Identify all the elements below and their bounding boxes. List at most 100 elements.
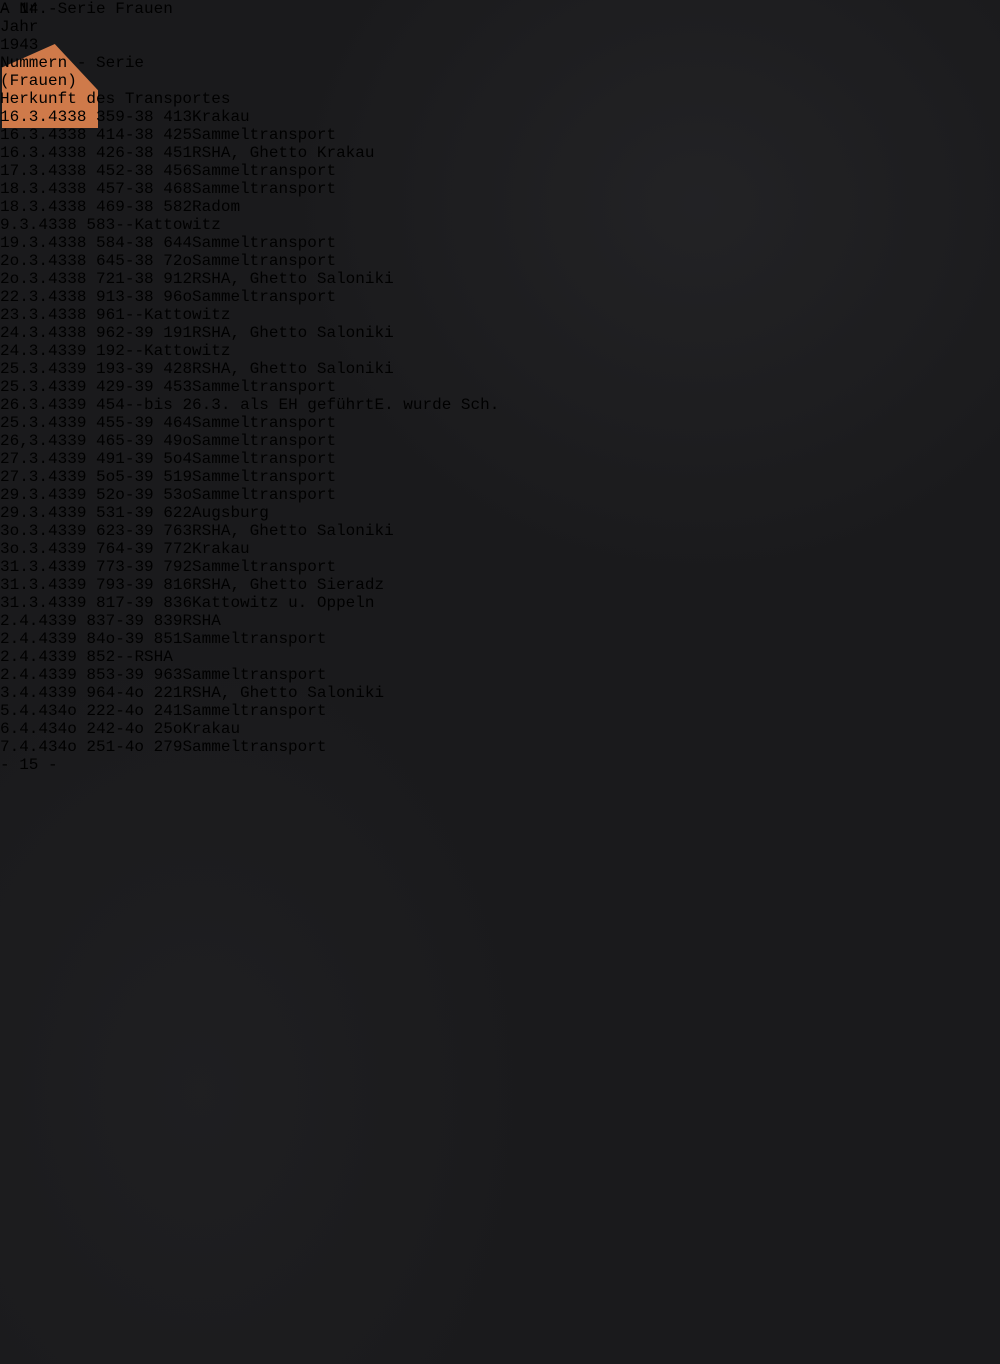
row-number-to: 4o 279	[124, 738, 183, 756]
row-number-to: 38 425	[134, 126, 193, 144]
page-number-top: - 14 -	[0, 0, 58, 18]
row-origin: Krakau	[192, 540, 250, 558]
table-row: 18.3.4338 457-38 468Sammeltransport	[0, 180, 499, 198]
document-page: - 14 - Jahr 1943 Nummern - Serie (Frauen…	[0, 0, 499, 774]
row-range-separator: -	[124, 468, 135, 486]
row-number-to: 38 451	[134, 144, 193, 162]
table-row: 24.3.4338 962-39 191RSHA, Ghetto Salonik…	[0, 324, 499, 342]
table-row: 25.3.4339 455-39 464Sammeltransport	[0, 414, 499, 432]
row-date: 22.3.43	[0, 288, 68, 306]
table-row: 18.3.4338 469-38 582Radom	[0, 198, 499, 216]
row-number-from: 39 853	[57, 666, 116, 684]
column-header-series-sub-text: (Frauen)	[0, 72, 77, 90]
row-range-separator: -	[124, 162, 135, 180]
row-date: 27.3.43	[0, 450, 68, 468]
table-row: 2.4.4339 853-39 963Sammeltransport	[0, 666, 499, 684]
row-origin: RSHA	[134, 648, 173, 666]
row-origin: Sammeltransport	[192, 468, 337, 486]
row-number-from: 39 84o	[57, 630, 116, 648]
table-row: 29.3.4339 52o-39 53oSammeltransport	[0, 486, 499, 504]
row-origin: RSHA	[182, 612, 221, 630]
row-date: 2.4.43	[0, 666, 58, 684]
row-range-separator: -	[124, 144, 135, 162]
row-number-to: 39 191	[134, 324, 193, 342]
row-number-to: 4o 241	[124, 702, 183, 720]
table-row: 16.3.4338 426-38 451RSHA, Ghetto Krakau	[0, 144, 499, 162]
row-range-separator: -	[124, 450, 135, 468]
table-row: 25.3.4339 429-39 453Sammeltransport	[0, 378, 499, 396]
row-number-from: 38 469	[67, 198, 125, 216]
table-row: 26,3.4339 465-39 49oSammeltransport	[0, 432, 499, 450]
row-date: 24.3.43	[0, 324, 68, 342]
row-number-from: 38 359	[67, 108, 125, 126]
row-range-separator: -	[124, 234, 135, 252]
row-range-separator: -	[124, 396, 135, 414]
row-number-to: 39 772	[134, 540, 193, 558]
column-header-year: Jahr	[0, 18, 499, 36]
row-number-to: 4o 221	[124, 684, 183, 702]
row-origin: Sammeltransport	[192, 180, 337, 198]
row-range-separator: -	[115, 648, 125, 666]
row-range-separator: -	[124, 558, 135, 576]
row-number-from: 38 583	[57, 216, 116, 234]
column-header-year-value-text: 1943	[0, 36, 39, 54]
row-date: 29.3.43	[0, 486, 68, 504]
table-row: 2o.3.4338 645-38 72oSammeltransport	[0, 252, 499, 270]
table-row: 29.3.4339 531-39 622Augsburg	[0, 504, 499, 522]
row-range-separator: -	[124, 576, 135, 594]
table-row: 26.3.4339 454--bis 26.3. als EH geführtE…	[0, 396, 499, 414]
table-row: 16.3.4338 414-38 425Sammeltransport	[0, 126, 499, 144]
row-origin: RSHA, Ghetto Saloniki	[192, 324, 394, 342]
table-row: 31.3.4339 817-39 836Kattowitz u. Oppeln	[0, 594, 499, 612]
row-number-to: 4o 25o	[124, 720, 183, 738]
row-range-separator: -	[124, 414, 135, 432]
row-number-to: -	[134, 342, 145, 360]
row-number-from: 39 837	[57, 612, 116, 630]
row-origin: Augsburg	[192, 504, 269, 522]
row-number-from: 39 5o5	[67, 468, 125, 486]
row-number-to: 39 464	[134, 414, 193, 432]
table-row: 3o.3.4339 764-39 772Krakau	[0, 540, 499, 558]
row-origin: bis 26.3. als EH geführt	[144, 396, 375, 414]
row-number-to: 39 851	[124, 630, 183, 648]
row-number-to: -	[134, 396, 145, 414]
table-row: 3o.3.4339 623-39 763RSHA, Ghetto Salonik…	[0, 522, 499, 540]
row-origin: Kattowitz	[134, 216, 221, 234]
row-range-separator: -	[124, 522, 135, 540]
row-origin: Sammeltransport	[192, 432, 337, 450]
row-number-from: 38 962	[67, 324, 125, 342]
row-date: 26.3.43	[0, 396, 68, 414]
row-range-separator: -	[124, 594, 135, 612]
row-origin: Sammeltransport	[192, 450, 337, 468]
row-number-to: -	[134, 306, 145, 324]
row-origin: RSHA, Ghetto Saloniki	[192, 360, 394, 378]
row-date: 29.3.43	[0, 504, 68, 522]
row-date: 2.4.43	[0, 648, 58, 666]
row-number-from: 39 817	[67, 594, 125, 612]
row-number-to: 39 622	[134, 504, 193, 522]
row-date: 16.3.43	[0, 126, 68, 144]
row-range-separator: -	[124, 270, 135, 288]
row-number-from: 39 773	[67, 558, 125, 576]
table-row: 23.3.4338 961--Kattowitz	[0, 306, 499, 324]
row-origin: Radom	[192, 198, 241, 216]
row-number-from: 4o 251	[57, 738, 116, 756]
row-number-from: 38 645	[67, 252, 125, 270]
row-date: 6.4.43	[0, 720, 58, 738]
row-number-from: 39 193	[67, 360, 125, 378]
row-date: 17.3.43	[0, 162, 68, 180]
row-number-from: 39 793	[67, 576, 125, 594]
row-origin: RSHA, Ghetto Saloniki	[182, 684, 385, 702]
row-number-from: 39 531	[67, 504, 125, 522]
row-number-to: 38 582	[134, 198, 193, 216]
row-date: 7.4.43	[0, 738, 58, 756]
row-origin: Sammeltransport	[182, 666, 327, 684]
row-number-from: 39 964	[57, 684, 116, 702]
row-origin: Sammeltransport	[192, 558, 337, 576]
row-date: 3o.3.43	[0, 522, 68, 540]
row-date: 18.3.43	[0, 180, 68, 198]
row-number-to: 38 912	[134, 270, 193, 288]
table-row: 5.4.434o 222-4o 241Sammeltransport	[0, 702, 499, 720]
row-number-to: 39 963	[124, 666, 183, 684]
row-number-to: 39 816	[134, 576, 193, 594]
